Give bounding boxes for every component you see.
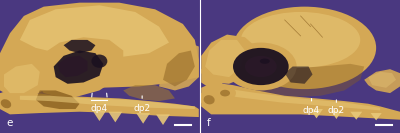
Polygon shape (156, 114, 170, 125)
Polygon shape (201, 64, 229, 88)
Polygon shape (20, 96, 195, 109)
Polygon shape (123, 85, 175, 101)
Circle shape (245, 56, 277, 77)
Polygon shape (370, 113, 382, 120)
Polygon shape (92, 110, 106, 121)
Circle shape (220, 90, 230, 96)
Polygon shape (136, 113, 150, 124)
Polygon shape (331, 110, 342, 119)
Polygon shape (285, 66, 312, 84)
Text: e: e (6, 118, 12, 128)
Polygon shape (0, 89, 199, 117)
Polygon shape (217, 88, 380, 110)
Text: dp4: dp4 (91, 104, 108, 113)
Polygon shape (58, 56, 88, 77)
Polygon shape (54, 51, 103, 84)
Polygon shape (0, 60, 52, 97)
Polygon shape (64, 40, 96, 53)
Polygon shape (368, 72, 396, 88)
Ellipse shape (1, 99, 11, 108)
Ellipse shape (0, 92, 18, 110)
Text: dp2: dp2 (134, 104, 151, 113)
Ellipse shape (241, 12, 360, 68)
Text: dp2: dp2 (328, 106, 345, 115)
Ellipse shape (92, 55, 107, 68)
Polygon shape (364, 69, 400, 93)
Circle shape (233, 48, 289, 85)
Text: f: f (207, 118, 211, 128)
Polygon shape (233, 64, 364, 97)
Ellipse shape (260, 59, 270, 64)
Polygon shape (159, 43, 199, 90)
Polygon shape (201, 82, 400, 120)
Circle shape (225, 43, 297, 90)
Polygon shape (205, 40, 245, 77)
Polygon shape (4, 64, 40, 93)
Polygon shape (20, 5, 169, 59)
Polygon shape (36, 90, 80, 109)
Polygon shape (163, 51, 195, 86)
Ellipse shape (199, 90, 219, 106)
Text: dp4: dp4 (303, 106, 320, 115)
Polygon shape (108, 112, 122, 122)
Ellipse shape (233, 7, 376, 89)
Ellipse shape (204, 95, 215, 104)
Polygon shape (310, 109, 323, 118)
Circle shape (214, 86, 236, 100)
Polygon shape (350, 112, 362, 120)
Polygon shape (36, 37, 123, 97)
Polygon shape (0, 3, 199, 88)
Polygon shape (201, 35, 257, 84)
